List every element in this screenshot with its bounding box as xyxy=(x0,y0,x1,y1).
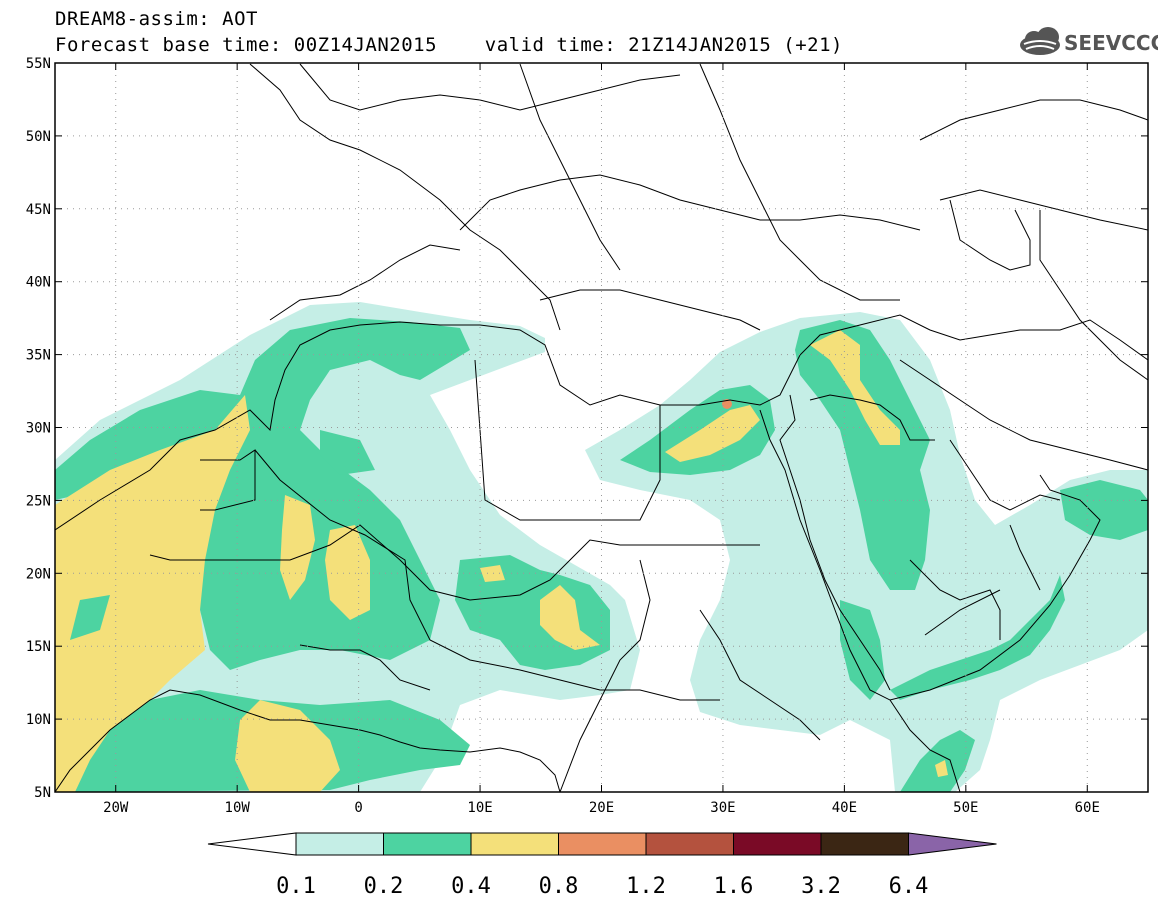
seevccc-logo: SEEVCCC xyxy=(1020,27,1158,55)
lat-tick-label: 15N xyxy=(26,639,51,655)
lat-lon-grid xyxy=(55,63,1148,792)
lon-tick-label: 50E xyxy=(953,800,978,816)
colorbar-legend: 0.1 0.2 0.4 0.8 1.2 1.6 3.2 6.4 xyxy=(207,832,997,899)
lat-tick-label: 50N xyxy=(26,129,51,145)
lon-tick-label: 30E xyxy=(710,800,735,816)
lon-tick-label: 10W xyxy=(225,800,251,816)
lat-tick-label: 10N xyxy=(26,712,51,728)
colorbar-label: 0.2 xyxy=(364,874,404,899)
lat-tick-label: 35N xyxy=(26,348,51,364)
lon-tick-label: 10E xyxy=(467,800,492,816)
colorbar-segment xyxy=(820,832,909,856)
colorbar-label: 0.4 xyxy=(451,874,491,899)
colorbar-segment xyxy=(558,832,647,856)
colorbar-label: 3.2 xyxy=(801,874,841,899)
lon-tick-label: 40E xyxy=(832,800,857,816)
title-forecast-times: Forecast base time: 00Z14JAN2015 valid t… xyxy=(55,34,843,56)
lon-tick-label: 60E xyxy=(1075,800,1100,816)
colorbar-high-arrow xyxy=(908,832,997,856)
cloud-icon xyxy=(1020,27,1060,55)
coastlines-and-borders xyxy=(55,63,1148,792)
title-variable: DREAM8-assim: AOT xyxy=(55,8,258,30)
colorbar-label: 1.2 xyxy=(626,874,666,899)
lat-tick-label: 25N xyxy=(26,493,51,509)
colorbar-segment xyxy=(383,832,472,856)
colorbar-label: 0.1 xyxy=(276,874,316,899)
latitude-axis: 55N 50N 45N 40N 35N 30N 25N 20N 15N 10N 5N xyxy=(26,56,1148,801)
longitude-axis: 20W 10W 0 10E 20E 30E 40E 50E 60E xyxy=(103,63,1100,816)
colorbar-segment xyxy=(470,832,559,856)
map-area xyxy=(55,63,1148,792)
lat-tick-label: 5N xyxy=(34,785,51,801)
lat-tick-label: 20N xyxy=(26,566,51,582)
colorbar-label: 1.6 xyxy=(714,874,754,899)
lat-tick-label: 30N xyxy=(26,421,51,437)
lon-tick-label: 20W xyxy=(103,800,129,816)
lon-tick-label: 20E xyxy=(589,800,614,816)
colorbar-label: 0.8 xyxy=(539,874,579,899)
logo-text: SEEVCCC xyxy=(1064,31,1158,55)
colorbar-segment xyxy=(645,832,734,856)
lon-tick-label: 0 xyxy=(354,800,362,816)
colorbar-segment xyxy=(295,832,384,856)
colorbar-segment xyxy=(733,832,822,856)
aot-field-0.8-1.2 xyxy=(722,399,732,409)
colorbar-label: 6.4 xyxy=(889,874,929,899)
lat-tick-label: 40N xyxy=(26,275,51,291)
lat-tick-label: 45N xyxy=(26,202,51,218)
aot-field-0.4-0.8 xyxy=(55,330,948,792)
lat-tick-label: 55N xyxy=(26,56,51,72)
colorbar-low-arrow xyxy=(207,832,297,856)
